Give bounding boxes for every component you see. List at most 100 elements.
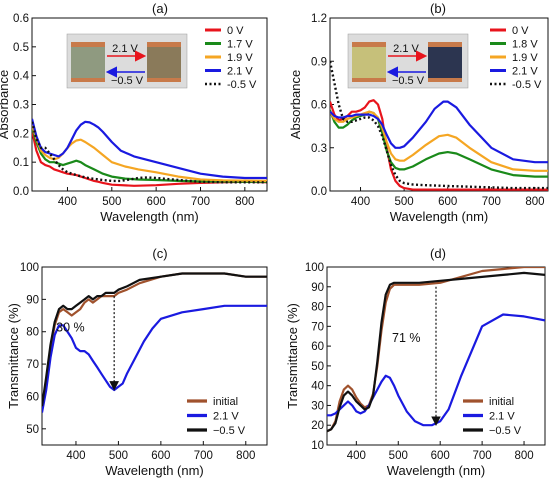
x-tick-label: 700 bbox=[191, 196, 210, 208]
y-tick-label: 0.9 bbox=[311, 56, 327, 68]
plot-frame bbox=[41, 266, 268, 446]
y-tick-label: 60 bbox=[311, 341, 324, 353]
legend-label: 2.1 V bbox=[489, 411, 515, 423]
legend-label: 0 V bbox=[227, 25, 244, 37]
panel-b: (b) 400 500 600 700 800 0.0 0.3 0.6 0.9 1.2 Wavelen… bbox=[288, 1, 549, 224]
y-tick-label: 80 bbox=[26, 327, 39, 339]
panel-label: (d) bbox=[430, 246, 446, 261]
electrode-strip bbox=[352, 78, 386, 82]
panel-c: (c) 400 500 600 700 800 50 60 70 80 90 100 Wavelengt… bbox=[6, 246, 268, 478]
x-tick-label: 600 bbox=[438, 196, 457, 208]
legend-label: −0.5 V bbox=[213, 425, 246, 437]
y-tick-label: 50 bbox=[26, 424, 39, 436]
x-tick-label: 600 bbox=[151, 450, 170, 462]
x-tick-label: 500 bbox=[389, 450, 408, 462]
series-line-1-9-V bbox=[32, 124, 267, 182]
x-axis-label: Wavelength (nm) bbox=[105, 463, 204, 478]
y-tick-label: 0.3 bbox=[13, 100, 29, 112]
y-tick-label: 0.0 bbox=[311, 186, 327, 198]
panel-d: (d) 400 500 600 700 800 10 20 30 40 50 60 70 80 90 100 W… bbox=[285, 246, 546, 478]
inset-photo: 2.1 V −0.5 V bbox=[347, 33, 469, 89]
x-tick-label: 600 bbox=[147, 196, 166, 208]
electrode-strip bbox=[71, 78, 105, 82]
y-tick-label: 50 bbox=[311, 361, 324, 373]
x-axis-label: Wavelength (nm) bbox=[390, 209, 489, 224]
y-tick-label: 0.1 bbox=[13, 157, 29, 169]
panel-label: (b) bbox=[430, 1, 446, 16]
x-tick-label: 500 bbox=[102, 196, 121, 208]
x-tick-label: 400 bbox=[347, 450, 366, 462]
inset-label-forward: 2.1 V bbox=[112, 43, 138, 55]
series-line-2-1-V bbox=[32, 118, 267, 180]
film-sample-colored bbox=[71, 42, 105, 82]
x-tick-label: 800 bbox=[514, 450, 533, 462]
electrode-strip bbox=[352, 42, 386, 47]
y-tick-label: 0.5 bbox=[13, 42, 29, 54]
y-tick-label: 30 bbox=[311, 400, 324, 412]
film-sample-colored bbox=[352, 42, 386, 82]
y-tick-label: 0.6 bbox=[311, 100, 327, 112]
x-tick-label: 800 bbox=[236, 450, 255, 462]
legend-label: 1.9 V bbox=[227, 52, 253, 64]
series-line--0-5-V bbox=[32, 121, 267, 184]
plot-frame bbox=[326, 266, 546, 446]
x-tick-label: 700 bbox=[194, 450, 213, 462]
x-tick-label: 500 bbox=[395, 196, 414, 208]
legend-label: 0 V bbox=[512, 25, 529, 37]
legend-label: initial bbox=[213, 396, 238, 408]
electrode-strip bbox=[147, 78, 181, 82]
legend-label: 2.1 V bbox=[512, 66, 538, 78]
x-axis-label: Wavelength (nm) bbox=[387, 463, 486, 478]
series-line-2-1-V bbox=[327, 313, 545, 427]
y-tick-label: 20 bbox=[311, 420, 324, 432]
y-tick-label: 90 bbox=[26, 294, 39, 306]
x-tick-label: 400 bbox=[58, 196, 77, 208]
x-tick-label: 500 bbox=[109, 450, 128, 462]
electrode-strip bbox=[428, 42, 462, 47]
inset-label-back: −0.5 V bbox=[392, 75, 425, 87]
series-line-initial bbox=[42, 272, 267, 407]
y-tick-label: 0.2 bbox=[13, 128, 29, 140]
panel-label: (c) bbox=[152, 246, 167, 261]
y-tick-label: 0.0 bbox=[13, 186, 29, 198]
series-line--0-5-V bbox=[42, 272, 267, 407]
y-tick-label: 70 bbox=[311, 321, 324, 333]
y-tick-label: 40 bbox=[311, 381, 324, 393]
y-tick-label: 1.2 bbox=[311, 13, 327, 25]
y-tick-label: 10 bbox=[311, 440, 324, 452]
y-tick-label: 70 bbox=[26, 359, 39, 371]
electrode-strip bbox=[428, 78, 462, 82]
inset-photo: 2.1 V −0.5 V bbox=[66, 33, 188, 89]
x-tick-label: 800 bbox=[525, 196, 544, 208]
legend-label: 2.1 V bbox=[227, 66, 253, 78]
panel-a: (a) 400 500 600 700 800 0.0 0.1 0.2 0.3 0.4 0.5 0.6 W… bbox=[0, 1, 268, 224]
transmittance-change-label: 71 % bbox=[392, 331, 421, 345]
legend-label: 2.1 V bbox=[213, 411, 239, 423]
series-line-2-1-V bbox=[42, 304, 267, 413]
panel-label: (a) bbox=[152, 1, 168, 16]
series-line--0-5-V bbox=[327, 271, 545, 433]
legend-label: -0.5 V bbox=[512, 79, 542, 91]
y-tick-label: 90 bbox=[311, 282, 324, 294]
series-line-1-8-V bbox=[330, 109, 548, 178]
legend-label: -0.5 V bbox=[227, 79, 257, 91]
x-tick-label: 400 bbox=[351, 196, 370, 208]
series-line-1-9-V bbox=[330, 110, 548, 172]
y-tick-label: 0.6 bbox=[13, 13, 29, 25]
x-tick-label: 400 bbox=[66, 450, 85, 462]
y-tick-label: 80 bbox=[311, 302, 324, 314]
y-axis-label: Transmittance (%) bbox=[285, 303, 300, 409]
film-sample-bleached bbox=[147, 42, 181, 82]
x-tick-label: 600 bbox=[431, 450, 450, 462]
legend-label: 1.8 V bbox=[512, 39, 538, 51]
electrode-strip bbox=[71, 42, 105, 47]
series-line-2-1-V bbox=[330, 100, 548, 164]
legend-label: −0.5 V bbox=[489, 425, 522, 437]
series-line--0-5-V bbox=[330, 61, 548, 190]
film-sample-bleached bbox=[428, 42, 462, 82]
y-axis-label: Absorbance bbox=[0, 70, 11, 139]
x-tick-label: 800 bbox=[235, 196, 254, 208]
legend-label: 1.7 V bbox=[227, 39, 253, 51]
transmittance-change-label: 30 % bbox=[56, 321, 85, 335]
